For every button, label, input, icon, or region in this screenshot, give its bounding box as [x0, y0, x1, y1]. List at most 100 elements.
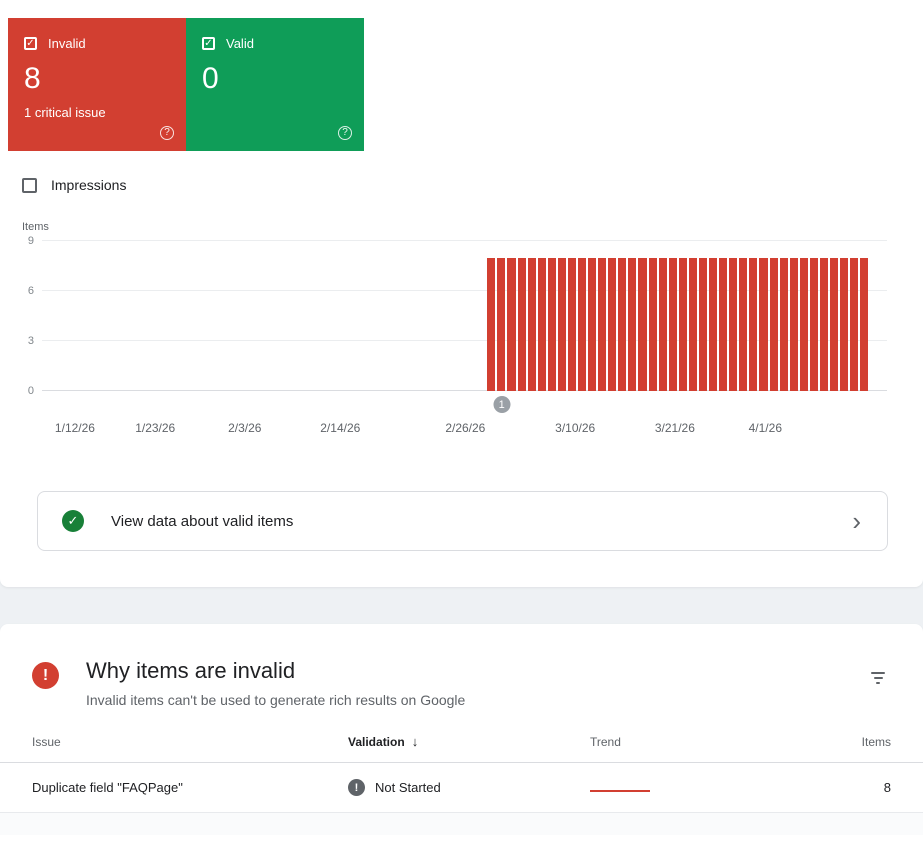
chart-plot-area: 0 3 6 9 1	[28, 235, 887, 413]
bar[interactable]	[567, 257, 577, 391]
x-axis-tick-label: 2/3/26	[228, 421, 262, 435]
impressions-toggle[interactable]: Impressions	[22, 177, 126, 193]
annotation-badge[interactable]: 1	[493, 396, 511, 413]
x-axis-tick-label: 1/12/26	[54, 421, 95, 435]
bar[interactable]	[598, 257, 607, 391]
x-axis-tick-label: 2/14/26	[320, 421, 361, 435]
table-footer	[0, 813, 923, 835]
banner-label: View data about valid items	[111, 512, 294, 530]
items-chart: Items 0 3 6 9 1 1/12/26 1/23/26 2/3/26 2/14/26…	[0, 221, 923, 447]
bar[interactable]	[678, 257, 687, 391]
status-report-card: ✓ Invalid 8 1 critical issue ? ✓ Valid 0…	[0, 0, 923, 587]
bar[interactable]	[588, 257, 597, 391]
column-header-items[interactable]: Items	[861, 734, 891, 749]
section-header-text: Why items are invalid Invalid items can'…	[86, 658, 465, 708]
trend-cell	[590, 780, 840, 795]
bar[interactable]	[709, 257, 718, 391]
invalid-tile-label: Invalid	[48, 36, 86, 51]
validation-status-label: Not Started	[375, 780, 441, 795]
bar[interactable]	[638, 257, 647, 391]
gridline	[42, 390, 887, 391]
bar[interactable]	[668, 257, 677, 391]
column-header-trend[interactable]: Trend	[590, 734, 621, 749]
column-header-validation[interactable]: Validation ↓	[348, 734, 590, 749]
bar[interactable]	[850, 257, 859, 391]
bar[interactable]	[840, 257, 849, 391]
x-axis-tick-label: 3/10/26	[555, 421, 596, 435]
impressions-checkbox[interactable]	[22, 177, 37, 193]
bar[interactable]	[799, 257, 808, 391]
issues-table: Issue Validation ↓ Trend Items Duplicate…	[0, 734, 923, 835]
bar[interactable]	[789, 257, 798, 391]
column-header-issue[interactable]: Issue	[32, 734, 61, 749]
invalid-checkbox[interactable]: ✓	[24, 37, 37, 50]
section-subtitle: Invalid items can't be used to generate …	[86, 692, 466, 708]
y-axis-title: Items	[22, 221, 49, 233]
bar[interactable]	[739, 257, 748, 391]
invalid-status-tile[interactable]: ✓ Invalid 8 1 critical issue ?	[8, 18, 186, 151]
bar[interactable]	[547, 257, 556, 391]
bar[interactable]	[729, 257, 738, 391]
invalid-count: 8	[24, 62, 41, 95]
impressions-label: Impressions	[51, 177, 127, 193]
x-axis-labels: 1/12/26 1/23/26 2/3/26 2/14/26 2/26/26 3/10/2…	[42, 421, 887, 447]
bar[interactable]	[517, 257, 526, 391]
y-axis-tick-label: 6	[27, 285, 34, 297]
bar[interactable]	[608, 257, 617, 391]
items-cell: 8	[883, 780, 891, 795]
bar[interactable]	[507, 257, 516, 391]
bar[interactable]	[779, 257, 788, 391]
bar[interactable]	[527, 257, 536, 391]
bar[interactable]	[628, 257, 637, 391]
help-icon[interactable]: ?	[160, 126, 174, 140]
table-header-row: Issue Validation ↓ Trend Items	[0, 734, 923, 763]
valid-checkbox[interactable]: ✓	[202, 37, 215, 50]
y-axis-tick-label: 0	[27, 385, 34, 397]
x-axis-tick-label: 2/26/26	[445, 421, 486, 435]
bar[interactable]	[719, 257, 728, 391]
view-valid-items-banner[interactable]: ✓ View data about valid items ›	[37, 491, 888, 551]
bar[interactable]	[648, 257, 657, 391]
filter-icon[interactable]	[869, 670, 887, 686]
issue-cell[interactable]: Duplicate field "FAQPage"	[32, 780, 183, 795]
y-axis-tick-label: 3	[27, 335, 34, 347]
bar[interactable]	[557, 257, 566, 391]
gridline	[42, 240, 887, 241]
valid-count: 0	[202, 62, 219, 95]
invalid-tile-head: ✓ Invalid	[24, 36, 172, 51]
x-axis-tick-label: 3/21/26	[654, 421, 695, 435]
bar[interactable]	[759, 257, 768, 391]
table-row[interactable]: Duplicate field "FAQPage" ! Not Started …	[0, 763, 923, 813]
bar[interactable]	[819, 257, 828, 391]
help-icon[interactable]: ?	[338, 126, 352, 140]
section-title: Why items are invalid	[86, 658, 296, 683]
bar[interactable]	[749, 257, 758, 391]
bar-series[interactable]	[487, 241, 869, 391]
bar[interactable]	[829, 257, 839, 391]
y-axis-tick-label: 9	[27, 235, 34, 247]
trend-sparkline	[590, 790, 650, 792]
bar[interactable]	[688, 257, 697, 391]
bar[interactable]	[860, 257, 869, 391]
bar[interactable]	[487, 257, 496, 391]
not-started-icon: !	[348, 779, 365, 796]
error-icon: !	[32, 662, 59, 689]
invalid-items-card: ! Why items are invalid Invalid items ca…	[0, 624, 923, 856]
bar[interactable]	[658, 257, 667, 391]
bar[interactable]	[618, 257, 627, 391]
bar[interactable]	[698, 257, 708, 391]
valid-check-icon: ✓	[62, 510, 84, 532]
gridline	[42, 290, 887, 291]
bar[interactable]	[497, 257, 506, 391]
sort-descending-icon: ↓	[411, 734, 419, 749]
bar[interactable]	[809, 257, 818, 391]
critical-issue-label: 1 critical issue	[24, 105, 106, 120]
bar[interactable]	[578, 257, 587, 391]
valid-status-tile[interactable]: ✓ Valid 0 ?	[186, 18, 364, 151]
bar[interactable]	[769, 257, 778, 391]
x-axis-tick-label: 4/1/26	[748, 421, 782, 435]
x-axis-tick-label: 1/23/26	[135, 421, 176, 435]
chevron-right-icon: ›	[852, 505, 861, 536]
bar[interactable]	[537, 257, 546, 391]
valid-tile-label: Valid	[226, 36, 254, 51]
